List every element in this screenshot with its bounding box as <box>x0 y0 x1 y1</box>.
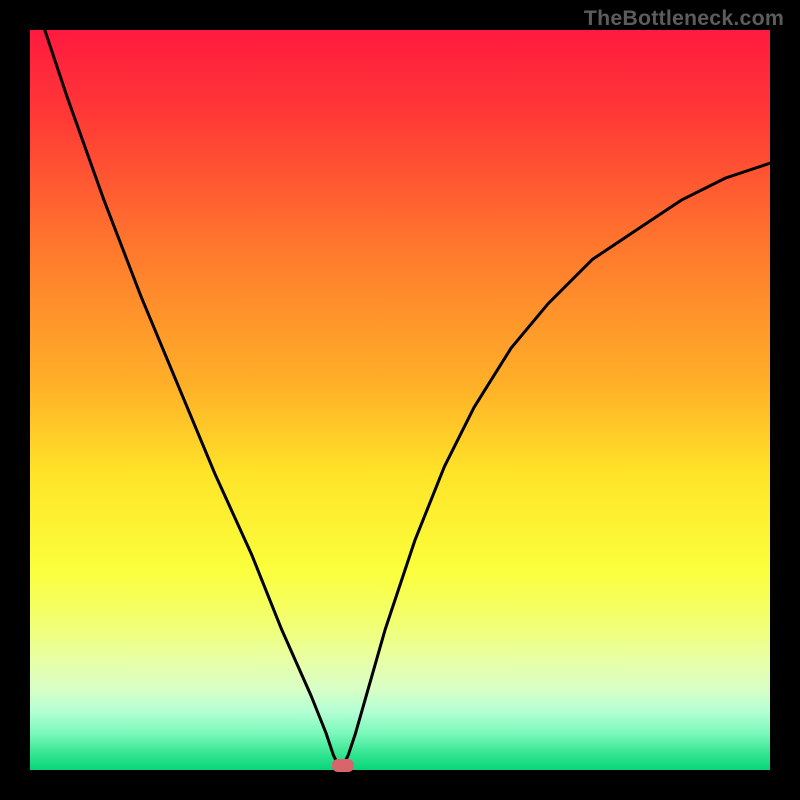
optimal-point-marker <box>332 759 354 772</box>
watermark-label: TheBottleneck.com <box>584 6 784 30</box>
plot-area <box>30 30 770 770</box>
bottleneck-chart: TheBottleneck.com <box>0 0 800 800</box>
curve-path <box>30 30 770 770</box>
watermark-text: TheBottleneck.com <box>584 6 784 31</box>
bottleneck-curve <box>30 30 770 770</box>
